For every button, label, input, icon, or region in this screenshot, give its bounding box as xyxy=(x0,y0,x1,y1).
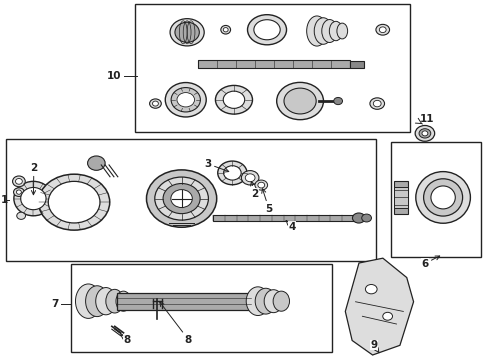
Ellipse shape xyxy=(20,188,46,210)
Ellipse shape xyxy=(369,98,384,109)
Ellipse shape xyxy=(223,91,244,108)
Ellipse shape xyxy=(146,170,216,227)
Ellipse shape xyxy=(17,190,21,194)
Bar xyxy=(349,60,364,68)
Text: 4: 4 xyxy=(285,220,295,231)
Ellipse shape xyxy=(171,87,200,112)
Bar xyxy=(117,293,251,310)
Ellipse shape xyxy=(75,284,101,318)
Ellipse shape xyxy=(165,82,206,117)
Text: 7: 7 xyxy=(51,299,58,309)
Ellipse shape xyxy=(163,184,200,213)
Ellipse shape xyxy=(336,23,347,39)
Ellipse shape xyxy=(105,289,123,313)
Ellipse shape xyxy=(152,101,158,106)
Ellipse shape xyxy=(223,28,228,32)
Ellipse shape xyxy=(177,93,194,107)
Ellipse shape xyxy=(361,214,371,222)
Ellipse shape xyxy=(253,20,280,40)
Text: 9: 9 xyxy=(369,340,378,353)
Ellipse shape xyxy=(170,19,204,46)
Text: 6: 6 xyxy=(421,256,439,269)
Ellipse shape xyxy=(246,287,269,315)
Ellipse shape xyxy=(149,99,161,108)
Ellipse shape xyxy=(365,284,376,294)
Ellipse shape xyxy=(264,290,283,312)
Ellipse shape xyxy=(314,18,331,44)
Bar xyxy=(5,139,375,261)
Ellipse shape xyxy=(382,312,392,320)
Ellipse shape xyxy=(276,82,323,120)
Ellipse shape xyxy=(116,291,131,311)
Text: 1: 1 xyxy=(0,195,8,205)
Bar xyxy=(71,264,331,352)
Ellipse shape xyxy=(175,22,199,42)
Ellipse shape xyxy=(221,26,230,34)
Ellipse shape xyxy=(329,21,342,41)
Ellipse shape xyxy=(85,286,108,316)
Ellipse shape xyxy=(273,291,289,311)
Bar xyxy=(213,215,353,221)
Text: 2: 2 xyxy=(250,181,258,199)
Ellipse shape xyxy=(321,19,337,42)
Ellipse shape xyxy=(48,181,100,223)
Text: 8: 8 xyxy=(160,302,192,345)
Bar xyxy=(393,181,407,213)
Ellipse shape xyxy=(217,161,246,185)
Ellipse shape xyxy=(352,213,365,223)
Ellipse shape xyxy=(39,174,109,230)
Text: 8: 8 xyxy=(121,334,131,345)
Ellipse shape xyxy=(96,288,116,315)
Text: 10: 10 xyxy=(107,71,122,81)
Ellipse shape xyxy=(215,85,252,114)
Bar xyxy=(198,60,349,68)
Ellipse shape xyxy=(423,179,462,216)
Ellipse shape xyxy=(13,176,25,187)
Polygon shape xyxy=(345,258,413,355)
Ellipse shape xyxy=(14,188,24,197)
Ellipse shape xyxy=(418,129,430,138)
Ellipse shape xyxy=(255,288,276,314)
Ellipse shape xyxy=(247,15,286,45)
Ellipse shape xyxy=(372,100,380,107)
Ellipse shape xyxy=(257,182,264,188)
Text: 2: 2 xyxy=(30,163,38,195)
Ellipse shape xyxy=(155,177,208,220)
Bar xyxy=(393,187,407,208)
Ellipse shape xyxy=(87,156,105,170)
Ellipse shape xyxy=(284,88,316,114)
Text: 5: 5 xyxy=(261,189,272,214)
Bar xyxy=(390,142,480,257)
Ellipse shape xyxy=(421,131,427,136)
Text: 3: 3 xyxy=(204,159,228,172)
Ellipse shape xyxy=(415,172,469,223)
Ellipse shape xyxy=(333,98,342,105)
Ellipse shape xyxy=(375,24,389,35)
Ellipse shape xyxy=(170,190,192,208)
Ellipse shape xyxy=(17,212,25,219)
Ellipse shape xyxy=(223,166,241,180)
Ellipse shape xyxy=(14,181,53,216)
Ellipse shape xyxy=(16,179,22,184)
Ellipse shape xyxy=(245,174,255,182)
Text: 11: 11 xyxy=(419,114,434,124)
Ellipse shape xyxy=(379,27,386,33)
Ellipse shape xyxy=(414,126,434,141)
Bar xyxy=(135,4,409,132)
Ellipse shape xyxy=(254,180,267,190)
Ellipse shape xyxy=(430,186,454,209)
Ellipse shape xyxy=(306,16,326,46)
Ellipse shape xyxy=(241,171,259,185)
